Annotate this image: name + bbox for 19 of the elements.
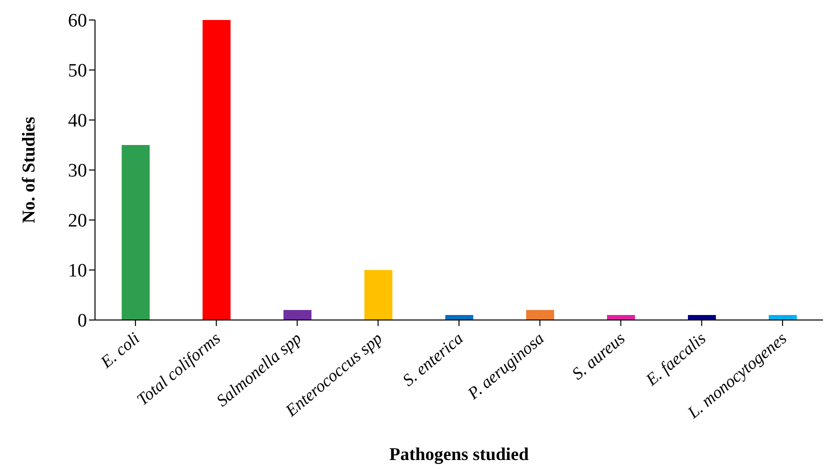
x-tick-label: E. coli bbox=[96, 328, 144, 372]
y-tick-label: 60 bbox=[68, 10, 87, 32]
bar bbox=[526, 310, 554, 320]
bar bbox=[607, 315, 636, 320]
bar bbox=[445, 315, 474, 320]
bar bbox=[202, 20, 231, 320]
y-tick-label: 20 bbox=[68, 210, 87, 232]
y-tick-label: 0 bbox=[78, 310, 87, 332]
x-axis-title: Pathogens studied bbox=[389, 444, 529, 464]
bar bbox=[283, 310, 312, 320]
y-tick-label: 40 bbox=[68, 110, 87, 132]
bar bbox=[688, 315, 716, 320]
bar bbox=[768, 315, 797, 320]
y-axis-title: No. of Studies bbox=[18, 116, 38, 224]
y-tick-label: 10 bbox=[68, 260, 87, 282]
y-tick-label: 30 bbox=[68, 160, 87, 182]
y-tick-label: 50 bbox=[68, 60, 87, 82]
bar bbox=[122, 145, 150, 320]
bar bbox=[364, 270, 392, 320]
